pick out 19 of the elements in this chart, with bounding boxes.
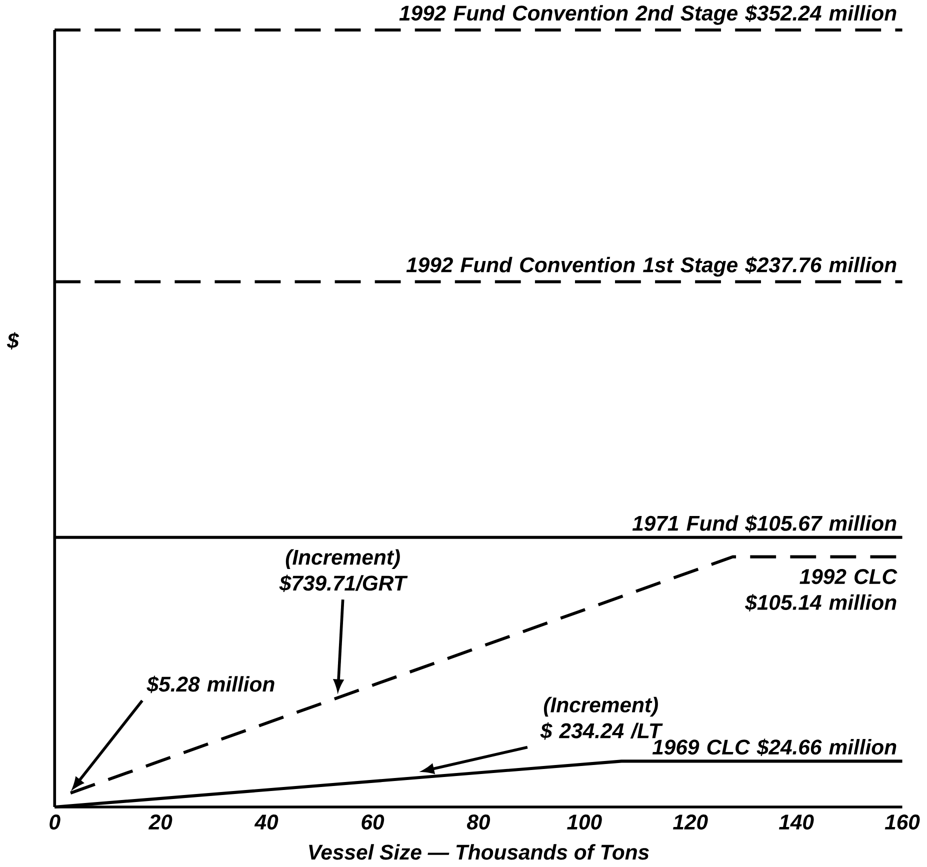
x-axis-title: Vessel Size — Thousands of Tons [309, 844, 649, 860]
x-tick-label: 0 [50, 814, 60, 830]
y-axis-title: $ [6, 332, 20, 350]
series-label: 1971 Fund $105.67 million [632, 515, 896, 532]
series-label: 1992 Fund Convention 2nd Stage $352.24 million [399, 4, 896, 25]
annotation: (Increment) $ 234.24 /LT [540, 696, 663, 740]
annotation: $5.28 million [146, 676, 274, 694]
annotation: (Increment) $739.71/GRT [279, 549, 408, 592]
x-tick-label: 160 [884, 814, 920, 830]
series-label: 1969 CLC $24.66 million [652, 738, 896, 756]
x-tick-label: 140 [778, 814, 814, 830]
x-tick-label: 40 [254, 814, 278, 830]
x-tick-label: 120 [673, 814, 708, 830]
x-tick-label: 80 [466, 814, 490, 830]
series-label: 1992 Fund Convention 1st Stage $237.76 million [406, 256, 896, 277]
series-label: 1992 CLC $105.14 million [745, 569, 898, 612]
x-tick-label: 60 [362, 814, 384, 830]
x-tick-label: 20 [148, 814, 172, 830]
x-tick-label: 100 [567, 814, 602, 830]
